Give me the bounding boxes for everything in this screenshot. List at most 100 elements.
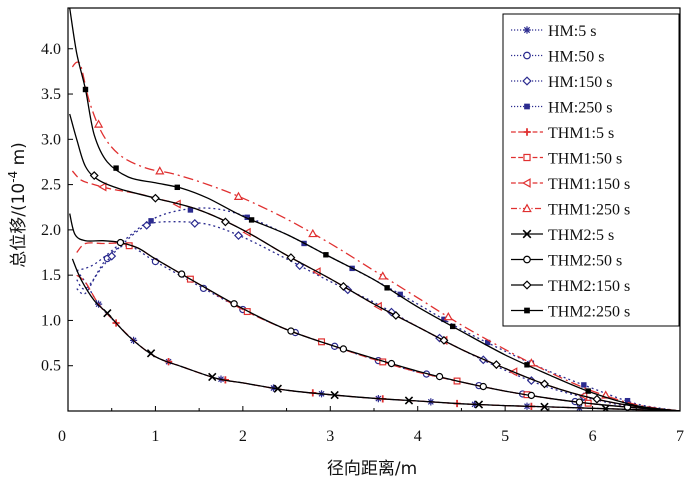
legend-entry: HM:250 s — [511, 100, 612, 117]
legend-entry: HM:150 s — [511, 74, 612, 91]
y-tick-label: 2.5 — [41, 177, 61, 194]
legend-swatch-marker — [523, 26, 531, 34]
data-point — [474, 400, 484, 409]
data-point — [107, 251, 117, 261]
data-point — [233, 191, 244, 200]
legend-swatch-marker — [523, 153, 531, 162]
legend-entry: THM2:150 s — [511, 278, 630, 295]
data-point — [174, 184, 180, 191]
legend-swatch-marker — [523, 128, 531, 136]
data-point — [286, 253, 296, 263]
legend-swatch-marker — [522, 280, 532, 290]
y-tick-label: 3.0 — [41, 131, 61, 148]
data-point — [230, 300, 238, 308]
data-point — [248, 217, 255, 223]
legend-swatch-marker — [524, 307, 530, 314]
series-line — [69, 8, 680, 411]
data-point — [142, 220, 152, 230]
data-point — [387, 307, 396, 317]
data-point — [575, 398, 584, 406]
data-point — [295, 261, 305, 271]
plot-area — [69, 8, 680, 411]
legend-label: HM:50 s — [548, 49, 604, 66]
data-point — [208, 372, 217, 382]
series-line — [69, 113, 680, 411]
data-point — [540, 379, 549, 389]
series-line — [76, 221, 680, 411]
data-point — [148, 218, 154, 224]
data-point — [601, 404, 610, 411]
legend-label: THM1:150 s — [548, 176, 630, 193]
legend-swatch-marker — [522, 229, 532, 239]
data-point — [435, 372, 444, 381]
y-axis-title: 总位移/(10-4 m) — [6, 142, 29, 268]
x-tick-label: 4 — [414, 428, 422, 445]
legend-entry: THM2:5 s — [511, 227, 614, 244]
legend-label: HM:150 s — [548, 74, 612, 91]
data-point — [384, 285, 390, 291]
data-point — [93, 119, 104, 128]
legend-label: HM:250 s — [548, 100, 612, 117]
data-point — [391, 311, 401, 320]
legend-entry: HM:5 s — [511, 23, 596, 40]
data-point — [479, 382, 487, 391]
y-axis-title-suffix: m) — [9, 142, 29, 171]
data-point — [581, 382, 587, 388]
data-point — [89, 171, 99, 180]
series-line — [71, 61, 680, 411]
data-point — [220, 217, 230, 227]
legend-entry: THM2:50 s — [511, 253, 622, 270]
data-point — [103, 309, 112, 318]
x-tick-label: 1 — [151, 428, 159, 445]
data-point — [484, 339, 491, 346]
y-tick-label: 2.0 — [41, 222, 61, 239]
series-9 — [69, 213, 680, 411]
legend-entry: THM1:150 s — [511, 176, 630, 193]
data-point — [273, 384, 282, 393]
x-tick-label: 2 — [239, 428, 247, 445]
data-point — [308, 228, 318, 238]
legend-label: HM:5 s — [548, 23, 596, 40]
y-tick-label: 1.5 — [41, 267, 61, 284]
data-point — [113, 165, 119, 171]
data-point — [387, 359, 396, 368]
legend-label: THM2:5 s — [548, 227, 614, 244]
legend-entry: THM1:50 s — [511, 151, 622, 168]
data-point — [585, 388, 591, 394]
legend-swatch-marker — [522, 76, 532, 86]
data-point — [155, 166, 165, 175]
y-axis-title-exponent: -4 — [6, 171, 20, 183]
data-point — [338, 281, 348, 291]
x-axis-title: 径向距离/m — [327, 459, 417, 479]
data-point — [439, 335, 449, 345]
legend-swatch-marker — [523, 255, 531, 264]
legend-entry: HM:50 s — [511, 49, 604, 66]
legend-label: THM2:50 s — [548, 253, 622, 270]
data-point — [323, 252, 329, 258]
series-7 — [71, 61, 680, 411]
legend-entry: THM1:5 s — [511, 125, 614, 142]
data-point — [524, 362, 530, 368]
legend-swatch-marker — [524, 103, 530, 110]
data-point — [82, 86, 89, 93]
x-tick-label: 5 — [501, 428, 509, 445]
y-tick-label: 1.0 — [41, 312, 61, 329]
y-axis-title-prefix: 总位移/(10 — [9, 183, 29, 268]
y-tick-label: 0.5 — [41, 358, 61, 375]
data-point — [441, 316, 447, 323]
data-point — [146, 349, 156, 358]
data-point — [443, 311, 453, 321]
data-point — [287, 327, 295, 335]
series-group — [69, 8, 680, 411]
y-tick-label: 3.5 — [41, 86, 61, 103]
series-8 — [71, 258, 680, 411]
legend-label: THM2:250 s — [548, 304, 630, 321]
legend-label: THM1:5 s — [548, 125, 614, 142]
legend-label: THM1:50 s — [548, 151, 622, 168]
x-tick-label: 3 — [326, 428, 334, 445]
axes: 0 1 2 3 4 5 6 7 0.5 1.0 1.5 2.0 2.5 3.0 3.5 4.0 — [41, 7, 684, 445]
series-10 — [69, 113, 680, 411]
legend-swatch-marker — [521, 178, 531, 188]
legend-entry: THM1:250 s — [511, 202, 630, 219]
data-point — [150, 193, 160, 203]
